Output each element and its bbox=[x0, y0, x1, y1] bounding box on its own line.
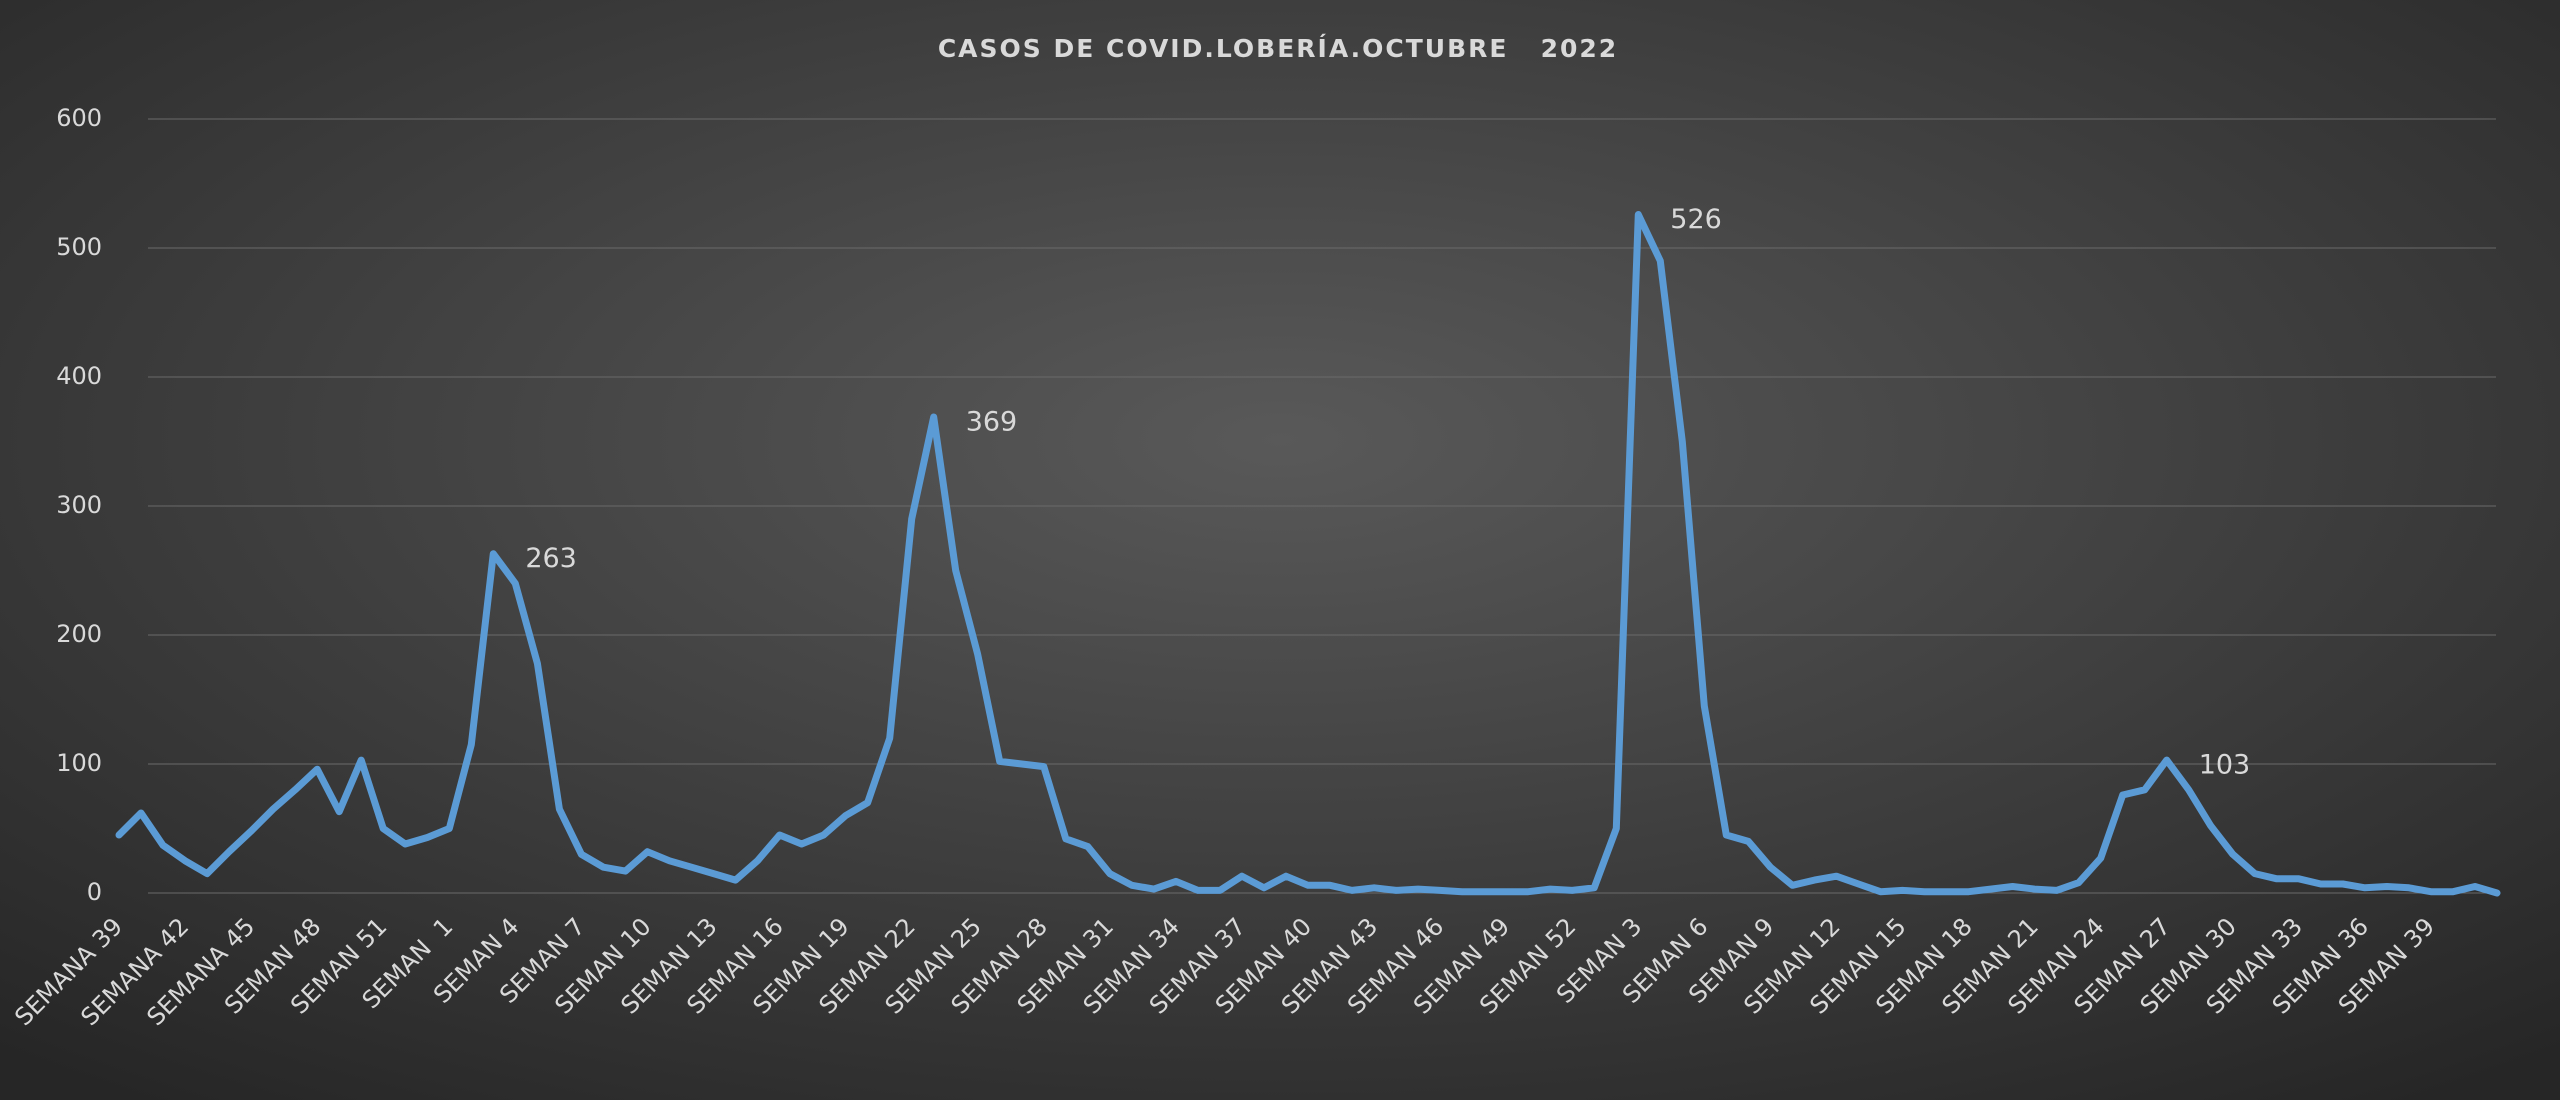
y-tick-label: 300 bbox=[56, 491, 102, 519]
y-tick-label: 0 bbox=[87, 878, 102, 906]
y-tick-label: 500 bbox=[56, 233, 102, 261]
y-tick-label: 400 bbox=[56, 362, 102, 390]
data-label: 526 bbox=[1670, 204, 1722, 235]
data-line bbox=[115, 211, 2501, 897]
chart-title: CASOS DE COVID.LOBERÍA.OCTUBRE 2022 bbox=[938, 34, 1618, 63]
y-tick-label: 600 bbox=[56, 104, 102, 132]
data-label: 369 bbox=[966, 406, 1018, 437]
data-label: 103 bbox=[2199, 750, 2251, 781]
y-tick-label: 200 bbox=[56, 620, 102, 648]
y-tick-label: 100 bbox=[56, 749, 102, 777]
data-label: 263 bbox=[525, 543, 577, 574]
